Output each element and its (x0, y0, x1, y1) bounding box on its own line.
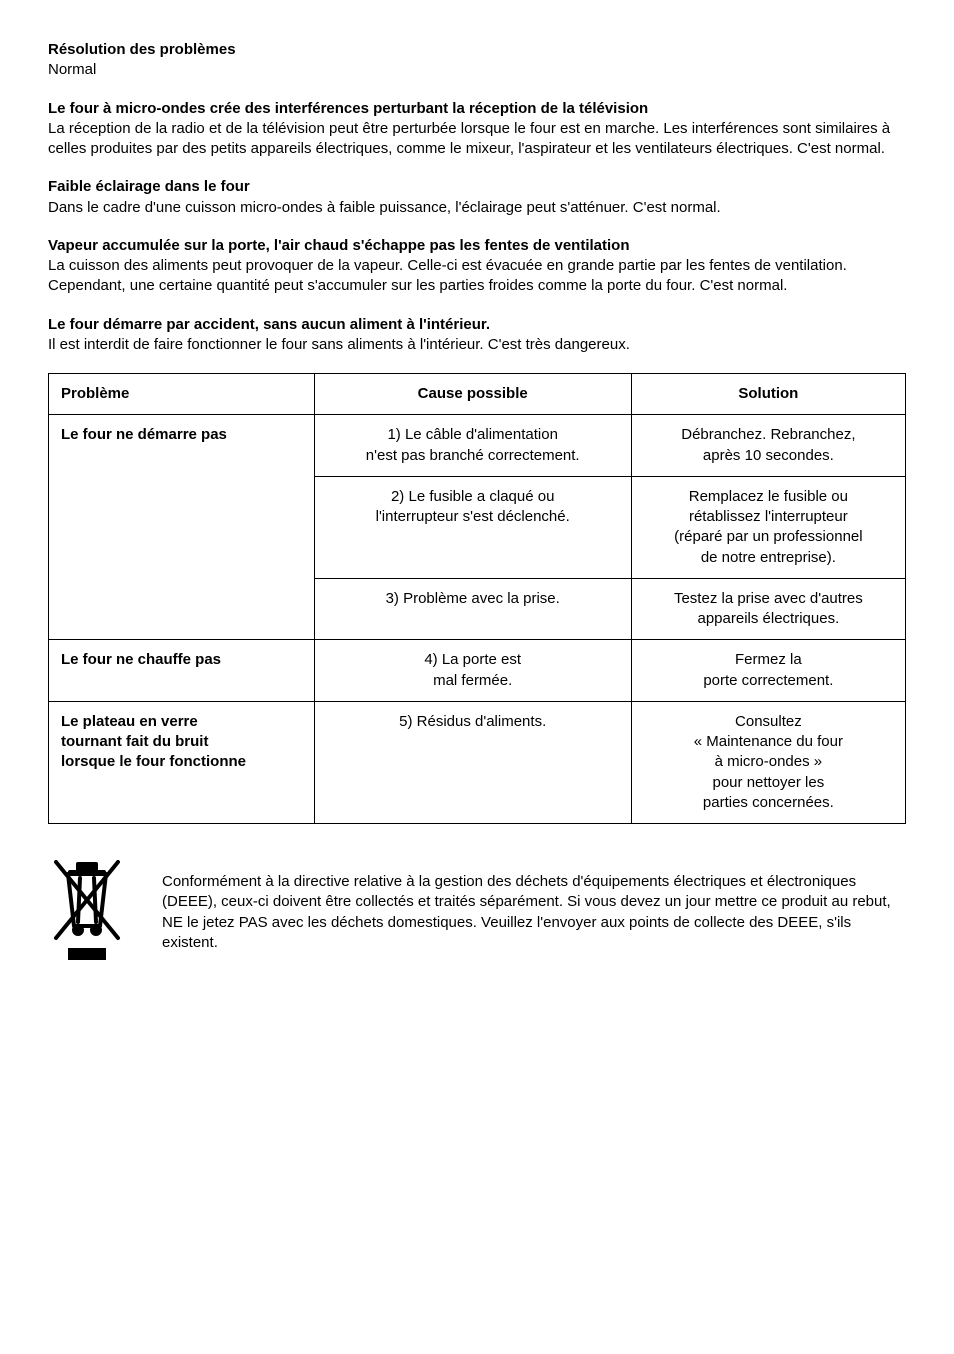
table-row: Le four ne démarre pas 1) Le câble d'ali… (49, 415, 906, 477)
body-text: La cuisson des aliments peut provoquer d… (48, 256, 906, 297)
section-accident: Le four démarre par accident, sans aucun… (48, 315, 906, 356)
solution-cell: Fermez laporte correctement. (631, 640, 905, 702)
body-text: Normal (48, 60, 906, 80)
cause-cell: 1) Le câble d'alimentationn'est pas bran… (314, 415, 631, 477)
footer-text: Conformément à la directive relative à l… (162, 872, 906, 953)
problem-cell: Le four ne chauffe pas (49, 640, 315, 702)
table-row: Le four ne chauffe pas 4) La porte estma… (49, 640, 906, 702)
heading: Résolution des problèmes (48, 40, 906, 60)
body-text: La réception de la radio et de la télévi… (48, 119, 906, 160)
solution-cell: Remplacez le fusible ourétablissez l'int… (631, 476, 905, 578)
col-cause: Cause possible (314, 374, 631, 415)
cause-cell: 4) La porte estmal fermée. (314, 640, 631, 702)
solution-cell: Consultez« Maintenance du fourà micro-on… (631, 701, 905, 823)
body-text: Dans le cadre d'une cuisson micro-ondes … (48, 198, 906, 218)
heading: Le four à micro-ondes crée des interfére… (48, 99, 906, 119)
body-text: Il est interdit de faire fonctionner le … (48, 335, 906, 355)
section-interference: Le four à micro-ondes crée des interfére… (48, 99, 906, 160)
section-lighting: Faible éclairage dans le four Dans le ca… (48, 177, 906, 218)
heading: Faible éclairage dans le four (48, 177, 906, 197)
solution-cell: Débranchez. Rebranchez,après 10 secondes… (631, 415, 905, 477)
section-resolution: Résolution des problèmes Normal (48, 40, 906, 81)
troubleshooting-table: Problème Cause possible Solution Le four… (48, 373, 906, 824)
problem-cell: Le plateau en verretournant fait du brui… (49, 701, 315, 823)
cause-cell: 3) Problème avec la prise. (314, 578, 631, 640)
heading: Le four démarre par accident, sans aucun… (48, 315, 906, 335)
heading: Vapeur accumulée sur la porte, l'air cha… (48, 236, 906, 256)
cause-cell: 2) Le fusible a claqué oul'interrupteur … (314, 476, 631, 578)
footer: Conformément à la directive relative à l… (48, 860, 906, 974)
solution-cell: Testez la prise avec d'autresappareils é… (631, 578, 905, 640)
table-header-row: Problème Cause possible Solution (49, 374, 906, 415)
col-problem: Problème (49, 374, 315, 415)
cause-cell: 5) Résidus d'aliments. (314, 701, 631, 823)
table-row: Le plateau en verretournant fait du brui… (49, 701, 906, 823)
problem-cell: Le four ne démarre pas (49, 415, 315, 640)
col-solution: Solution (631, 374, 905, 415)
section-steam: Vapeur accumulée sur la porte, l'air cha… (48, 236, 906, 297)
weee-icon (48, 860, 126, 974)
